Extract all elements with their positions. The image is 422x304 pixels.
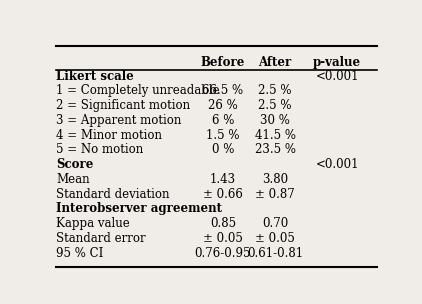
Text: 2.5 %: 2.5 %: [258, 99, 292, 112]
Text: 2.5 %: 2.5 %: [258, 85, 292, 97]
Text: 0 %: 0 %: [211, 143, 234, 156]
Text: p-value: p-value: [313, 56, 361, 69]
Text: 2 = Significant motion: 2 = Significant motion: [56, 99, 190, 112]
Text: 66.5 %: 66.5 %: [202, 85, 243, 97]
Text: 5 = No motion: 5 = No motion: [56, 143, 143, 156]
Text: 95 % CI: 95 % CI: [56, 247, 103, 260]
Text: 1.5 %: 1.5 %: [206, 129, 240, 142]
Text: Likert scale: Likert scale: [56, 70, 134, 83]
Text: 3 = Apparent motion: 3 = Apparent motion: [56, 114, 181, 127]
Text: 1.43: 1.43: [210, 173, 236, 186]
Text: Mean: Mean: [56, 173, 89, 186]
Text: 0.76-0.95: 0.76-0.95: [195, 247, 251, 260]
Text: ± 0.05: ± 0.05: [203, 232, 243, 245]
Text: ± 0.66: ± 0.66: [203, 188, 243, 201]
Text: 4 = Minor motion: 4 = Minor motion: [56, 129, 162, 142]
Text: 23.5 %: 23.5 %: [254, 143, 296, 156]
Text: 0.85: 0.85: [210, 217, 236, 230]
Text: Before: Before: [200, 56, 245, 69]
Text: 0.70: 0.70: [262, 217, 288, 230]
Text: <0.001: <0.001: [316, 70, 359, 83]
Text: ± 0.05: ± 0.05: [255, 232, 295, 245]
Text: 6 %: 6 %: [211, 114, 234, 127]
Text: ± 0.87: ± 0.87: [255, 188, 295, 201]
Text: Standard error: Standard error: [56, 232, 146, 245]
Text: After: After: [259, 56, 292, 69]
Text: 30 %: 30 %: [260, 114, 290, 127]
Text: Score: Score: [56, 158, 93, 171]
Text: 26 %: 26 %: [208, 99, 238, 112]
Text: 0.61-0.81: 0.61-0.81: [247, 247, 303, 260]
Text: Standard deviation: Standard deviation: [56, 188, 170, 201]
Text: 41.5 %: 41.5 %: [254, 129, 296, 142]
Text: Kappa value: Kappa value: [56, 217, 130, 230]
Text: 3.80: 3.80: [262, 173, 288, 186]
Text: 1 = Completely unreadable: 1 = Completely unreadable: [56, 85, 219, 97]
Text: <0.001: <0.001: [316, 158, 359, 171]
Text: Interobserver agreement: Interobserver agreement: [56, 202, 222, 215]
